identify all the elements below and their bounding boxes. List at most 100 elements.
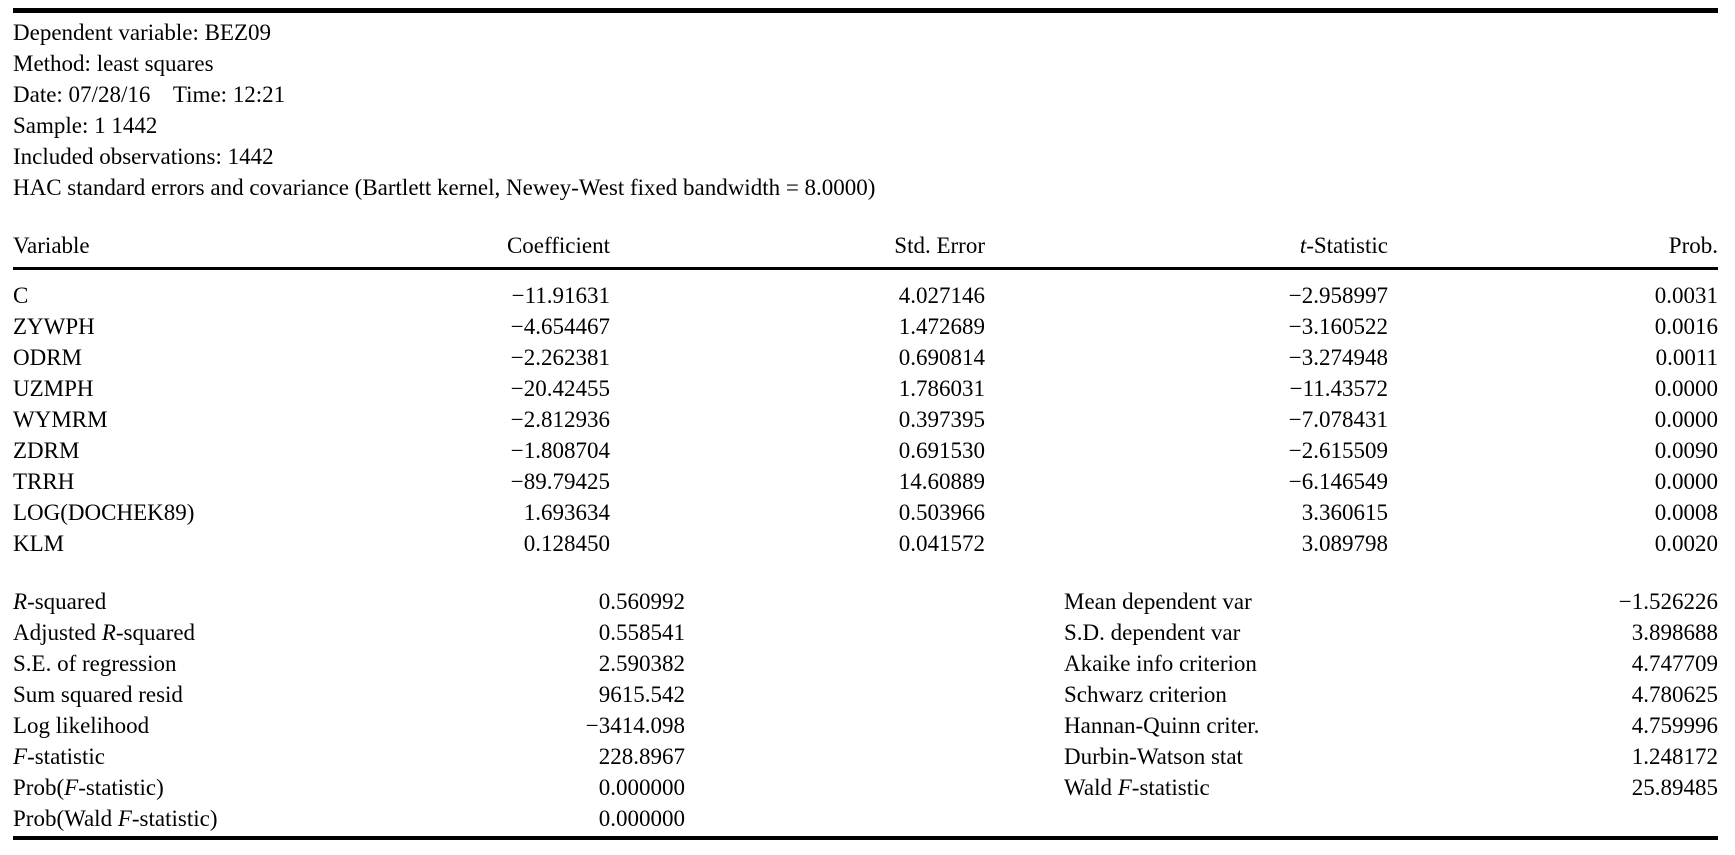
prob-cell: 0.0090	[1654, 438, 1718, 463]
method-line: Method: least squares	[13, 51, 214, 76]
table-row: LOG(DOCHEK89) 1.693634 0.503966 3.360615…	[13, 497, 1718, 528]
coefficient-cell: −1.808704	[510, 438, 610, 463]
column-gap	[685, 617, 1064, 648]
left-stat-label: Adjusted R-squared	[13, 620, 196, 645]
column-gap	[685, 772, 1064, 803]
column-gap	[685, 586, 1064, 617]
variable-column-header: Variable	[13, 233, 90, 258]
left-stat-value: 0.558541	[598, 620, 685, 645]
summary-statistics-row: Log likelihood −3414.098 Hannan-Quinn cr…	[13, 710, 1718, 741]
dependent-variable-line: Dependent variable: BEZ09	[13, 20, 272, 45]
column-gap	[685, 648, 1064, 679]
top-rule	[13, 8, 1718, 13]
left-stat-label: Prob(F-statistic)	[13, 775, 164, 800]
prob-cell: 0.0016	[1654, 314, 1718, 339]
t-statistic-cell: 3.089798	[1301, 531, 1388, 556]
left-stat-value: 0.000000	[598, 775, 685, 800]
prob-cell: 0.0031	[1654, 283, 1718, 308]
table-row: TRRH −89.79425 14.60889 −6.146549 0.0000	[13, 466, 1718, 497]
left-stat-value: 2.590382	[598, 651, 685, 676]
coefficient-cell: −89.79425	[510, 469, 610, 494]
variable-cell: ODRM	[13, 345, 83, 370]
right-stat-label: Wald F-statistic	[1064, 775, 1210, 800]
std-error-cell: 1.472689	[898, 314, 985, 339]
std-error-column-header: Std. Error	[894, 233, 985, 258]
coefficient-cell: −2.262381	[510, 345, 610, 370]
std-error-cell: 0.041572	[898, 531, 985, 556]
coefficient-cell: −2.812936	[510, 407, 610, 432]
right-stat-label: Schwarz criterion	[1064, 682, 1227, 707]
summary-statistics-block: R-squared 0.560992 Mean dependent var −1…	[13, 586, 1718, 834]
prob-cell: 0.0000	[1654, 407, 1718, 432]
right-stat-value: 4.780625	[1631, 682, 1718, 707]
table-row: KLM 0.128450 0.041572 3.089798 0.0020	[13, 528, 1718, 559]
left-stat-label: Log likelihood	[13, 713, 150, 738]
variable-cell: KLM	[13, 531, 65, 556]
header-separator-rule	[13, 267, 1718, 270]
right-stat-label: S.D. dependent var	[1064, 620, 1241, 645]
right-stat-value: 4.759996	[1631, 713, 1718, 738]
date-time-line: Date: 07/28/16 Time: 12:21	[13, 82, 286, 107]
regression-meta-block: Dependent variable: BEZ09 Method: least …	[13, 17, 1718, 203]
std-error-cell: 1.786031	[898, 376, 985, 401]
summary-statistics-row: Sum squared resid 9615.542 Schwarz crite…	[13, 679, 1718, 710]
table-row: WYMRM −2.812936 0.397395 −7.078431 0.000…	[13, 404, 1718, 435]
t-statistic-cell: −6.146549	[1288, 469, 1388, 494]
coefficient-cell: −11.91631	[511, 283, 610, 308]
summary-statistics-row: Adjusted R-squared 0.558541 S.D. depende…	[13, 617, 1718, 648]
summary-statistics-row: Prob(F-statistic) 0.000000 Wald F-statis…	[13, 772, 1718, 803]
t-statistic-cell: −3.274948	[1288, 345, 1388, 370]
right-stat-value: 1.248172	[1631, 744, 1718, 769]
right-stat-label	[1064, 803, 1464, 834]
left-stat-label: R-squared	[13, 589, 107, 614]
variable-cell: WYMRM	[13, 407, 108, 432]
right-stat-value: 4.747709	[1631, 651, 1718, 676]
variable-cell: C	[13, 283, 29, 308]
hac-standard-errors-line: HAC standard errors and covariance (Bart…	[13, 175, 876, 200]
variable-cell: ZYWPH	[13, 314, 95, 339]
left-stat-label: Prob(Wald F-statistic)	[13, 806, 218, 831]
left-stat-value: −3414.098	[585, 713, 685, 738]
left-stat-label: F-statistic	[13, 744, 105, 769]
summary-statistics-row: Prob(Wald F-statistic) 0.000000	[13, 803, 1718, 834]
summary-statistics-row: F-statistic 228.8967 Durbin-Watson stat …	[13, 741, 1718, 772]
left-stat-value: 0.000000	[598, 806, 685, 831]
variable-cell: ZDRM	[13, 438, 80, 463]
std-error-cell: 0.691530	[898, 438, 985, 463]
right-stat-value: 3.898688	[1631, 620, 1718, 645]
included-observations-line: Included observations: 1442	[13, 144, 274, 169]
t-statistic-cell: 3.360615	[1301, 500, 1388, 525]
prob-cell: 0.0000	[1654, 469, 1718, 494]
table-row: ZDRM −1.808704 0.691530 −2.615509 0.0090	[13, 435, 1718, 466]
coefficient-cell: −4.654467	[510, 314, 610, 339]
right-stat-label: Hannan-Quinn criter.	[1064, 713, 1260, 738]
coefficients-table: Variable Coefficient Std. Error t-Statis…	[13, 230, 1718, 559]
std-error-cell: 14.60889	[898, 469, 985, 494]
prob-cell: 0.0020	[1654, 531, 1718, 556]
variable-cell: LOG(DOCHEK89)	[13, 500, 195, 525]
table-row: C −11.91631 4.027146 −2.958997 0.0031	[13, 280, 1718, 311]
coefficient-cell: 0.128450	[523, 531, 610, 556]
t-statistic-cell: −3.160522	[1288, 314, 1388, 339]
t-statistic-cell: −2.615509	[1288, 438, 1388, 463]
prob-cell: 0.0000	[1654, 376, 1718, 401]
prob-cell: 0.0011	[1655, 345, 1718, 370]
coefficients-table-header-row: Variable Coefficient Std. Error t-Statis…	[13, 230, 1718, 261]
t-statistic-cell: −7.078431	[1288, 407, 1388, 432]
coefficient-column-header: Coefficient	[506, 233, 610, 258]
t-statistic-cell: −2.958997	[1288, 283, 1388, 308]
std-error-cell: 0.397395	[898, 407, 985, 432]
prob-cell: 0.0008	[1654, 500, 1718, 525]
right-stat-label: Mean dependent var	[1064, 589, 1252, 614]
left-stat-value: 228.8967	[598, 744, 685, 769]
left-stat-value: 9615.542	[598, 682, 685, 707]
std-error-cell: 0.503966	[898, 500, 985, 525]
summary-statistics-row: S.E. of regression 2.590382 Akaike info …	[13, 648, 1718, 679]
column-gap	[685, 741, 1064, 772]
sample-line: Sample: 1 1442	[13, 113, 158, 138]
column-gap	[685, 803, 1064, 834]
right-stat-value: −1.526226	[1618, 589, 1718, 614]
coefficient-cell: −20.42455	[510, 376, 610, 401]
bottom-rule	[13, 836, 1718, 840]
